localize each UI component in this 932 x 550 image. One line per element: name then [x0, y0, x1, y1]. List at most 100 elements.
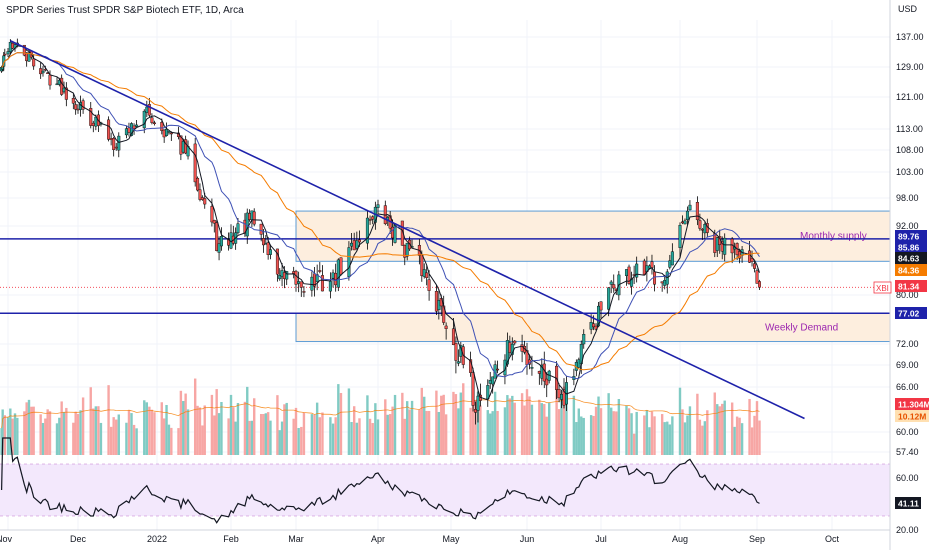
volume-bar	[276, 395, 279, 455]
time-tick-label: Jul	[595, 534, 607, 544]
price-tick-label: 108.00	[896, 145, 924, 155]
volume-bar	[329, 417, 332, 455]
volume-bar	[3, 415, 7, 455]
volume-bar	[115, 419, 118, 455]
candle-body	[685, 210, 689, 220]
volume-bar	[92, 408, 95, 455]
candle-body	[210, 206, 214, 223]
volume-bar	[318, 417, 322, 455]
volume-bar	[384, 399, 387, 455]
rsi-tick-label: 20.00	[896, 525, 919, 535]
candle-body	[266, 242, 270, 255]
candle-body	[670, 251, 674, 266]
candle-body	[537, 370, 541, 374]
candle-body	[635, 263, 639, 278]
volume-bar	[630, 413, 633, 455]
sma-slow-line	[1, 52, 760, 371]
volume-bar	[313, 414, 316, 455]
candle-body	[368, 219, 372, 221]
candle-body	[22, 44, 26, 56]
candle-body	[755, 270, 759, 284]
volume-bar	[65, 407, 68, 455]
volume-bar	[582, 417, 585, 455]
rsi-band	[0, 464, 890, 516]
volume-bar	[321, 412, 324, 455]
volume-bar	[671, 416, 674, 455]
volume-bar	[452, 391, 455, 455]
candle-body	[420, 254, 424, 276]
volume-bar	[366, 395, 369, 455]
candle-body	[560, 394, 564, 400]
volume-bar	[462, 383, 465, 455]
volume-bar	[350, 422, 353, 455]
volume-bar	[300, 426, 303, 455]
candle-body	[252, 211, 256, 225]
candle-body	[259, 223, 263, 235]
candle-body	[456, 361, 460, 364]
volume-bar	[730, 402, 734, 455]
candle-body	[347, 247, 351, 277]
price-tag	[895, 264, 927, 276]
volume-bar	[577, 408, 580, 455]
candle-body	[355, 240, 359, 249]
downtrend-line	[9, 40, 805, 420]
volume-bar	[437, 411, 441, 455]
volume-bar	[132, 424, 136, 455]
time-tick-label: Aug	[672, 534, 688, 544]
price-tick-label: 103.00	[896, 167, 924, 177]
volume-bar	[62, 411, 66, 455]
volume-bar	[39, 414, 42, 455]
volume-bar	[266, 412, 270, 455]
candle-body	[680, 221, 684, 224]
volume-bar	[555, 388, 558, 455]
price-tag	[895, 252, 927, 264]
candle-body	[109, 138, 113, 140]
volume-bar	[32, 406, 35, 455]
candle-body	[376, 204, 380, 208]
time-tick-label: Nov	[0, 534, 12, 544]
volume-bar	[253, 398, 256, 455]
sma-fast-line	[1, 45, 760, 401]
volume-bar	[97, 406, 100, 455]
candle-body	[294, 270, 298, 285]
volume-bar	[232, 407, 235, 455]
volume-bar	[625, 405, 628, 455]
candle-body	[609, 281, 613, 285]
volume-bar	[721, 403, 724, 455]
volume-bar	[548, 402, 551, 455]
volume-bar	[107, 385, 110, 455]
candle-body	[471, 372, 475, 406]
volume-bar	[186, 409, 190, 455]
volume-bar	[454, 394, 458, 455]
volume-bar	[177, 428, 180, 455]
volume-bar	[89, 387, 92, 455]
volume-bar	[493, 391, 497, 455]
volume-bar	[215, 389, 218, 455]
candle-body	[198, 189, 202, 200]
price-tag-label: 77.02	[898, 309, 920, 319]
candle-body	[698, 220, 702, 229]
volume-bar	[503, 407, 507, 455]
volume-bar	[9, 408, 12, 455]
volume-bar	[213, 415, 216, 455]
candle-body	[60, 77, 64, 95]
volume-bar	[506, 395, 509, 455]
volume-bar	[476, 391, 480, 455]
candle-body	[112, 138, 116, 150]
volume-bar	[170, 427, 173, 455]
candle-body	[132, 125, 136, 129]
price-tag	[895, 241, 927, 253]
volume-tag	[895, 410, 929, 422]
volume-bar	[127, 410, 131, 455]
volume-bar	[368, 418, 372, 455]
volume-bar	[486, 410, 489, 455]
volume-bar	[337, 384, 340, 455]
volume-bar	[74, 411, 77, 455]
volume-bar	[297, 427, 300, 455]
candle-body	[451, 328, 455, 346]
candle-body	[753, 263, 757, 269]
volume-bar	[23, 411, 26, 455]
candle-body	[297, 281, 301, 284]
volume-bar	[94, 406, 98, 455]
